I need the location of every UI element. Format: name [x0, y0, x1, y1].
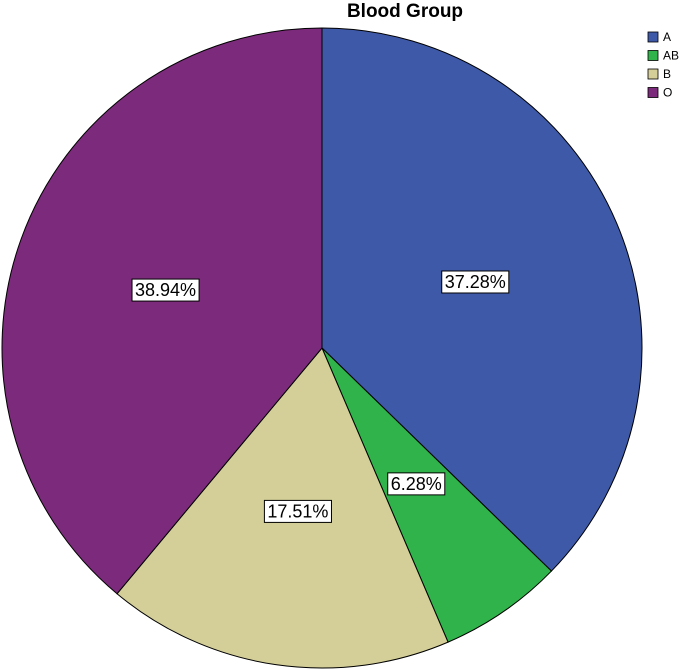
pie-slice — [321, 27, 643, 572]
legend-swatch — [647, 50, 659, 61]
value-label-box — [387, 472, 446, 496]
value-label-box — [441, 270, 510, 294]
value-label-box — [131, 278, 200, 302]
legend-swatch — [647, 87, 659, 98]
legend-swatch — [647, 31, 659, 43]
pie-slice — [1, 27, 323, 595]
value-label: 6.28% — [391, 474, 442, 494]
legend-label: AB — [663, 49, 679, 63]
value-label: 38.94% — [135, 280, 196, 300]
legend-label: O — [663, 86, 672, 100]
value-label: 17.51% — [267, 501, 328, 521]
legend-label: A — [663, 30, 671, 44]
legend-swatch — [647, 68, 659, 80]
value-label-box — [263, 499, 332, 523]
chart-title: Blood Group — [347, 1, 463, 22]
value-label: 37.28% — [445, 272, 506, 292]
legend-label: B — [663, 67, 671, 81]
